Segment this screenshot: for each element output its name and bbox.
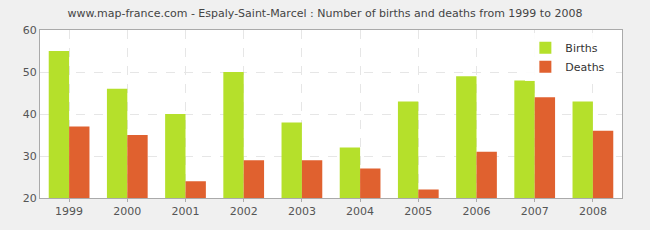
svg-text:Births: Births — [565, 42, 597, 55]
svg-text:2002: 2002 — [230, 205, 258, 218]
svg-text:40: 40 — [23, 108, 37, 121]
svg-text:30: 30 — [23, 150, 37, 163]
svg-text:2005: 2005 — [404, 205, 432, 218]
svg-text:2003: 2003 — [288, 205, 316, 218]
svg-text:www.map-france.com - Espaly-Sa: www.map-france.com - Espaly-Saint-Marcel… — [68, 7, 583, 20]
svg-text:2008: 2008 — [579, 205, 607, 218]
svg-text:2004: 2004 — [346, 205, 374, 218]
svg-text:2000: 2000 — [113, 205, 141, 218]
svg-text:2007: 2007 — [521, 205, 549, 218]
svg-text:60: 60 — [23, 24, 37, 37]
svg-text:2001: 2001 — [172, 205, 200, 218]
svg-text:Deaths: Deaths — [565, 61, 604, 74]
svg-text:20: 20 — [23, 192, 37, 205]
svg-text:2006: 2006 — [463, 205, 491, 218]
svg-text:1999: 1999 — [55, 205, 83, 218]
svg-text:50: 50 — [23, 66, 37, 79]
